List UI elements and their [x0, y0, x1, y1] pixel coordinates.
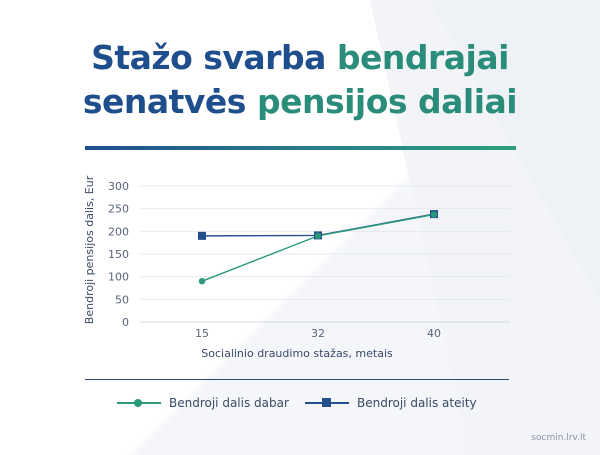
y-tick-label: 0	[122, 316, 129, 329]
chart-series	[198, 210, 438, 285]
series-line-now	[201, 213, 435, 282]
data-point-future	[198, 231, 206, 240]
footer-site: socmin.lrv.lt	[531, 433, 586, 443]
legend-item-future: Bendroji dalis ateity	[305, 393, 477, 413]
legend-divider	[85, 379, 509, 380]
x-tick-label: 15	[195, 327, 209, 340]
data-point-now	[314, 232, 322, 240]
x-tick-label: 40	[427, 327, 441, 340]
y-tick-label: 50	[115, 293, 129, 306]
legend-swatch-now	[117, 399, 161, 407]
square-marker-icon	[322, 398, 331, 407]
title-line-1: Stažo svarba bendrajai	[0, 36, 600, 80]
y-tick-label: 300	[108, 180, 129, 193]
y-tick-label: 150	[108, 248, 129, 261]
page-title: Stažo svarba bendrajai senatvės pensijos…	[0, 36, 600, 124]
legend-swatch-future	[305, 398, 349, 407]
chart-axes: 0 50 100 150 200 250 300 15 32 40	[108, 180, 441, 340]
x-axis-label: Socialinio draudimo stažas, metais	[201, 347, 393, 360]
title-line-1-blue: Stažo svarba	[91, 38, 337, 77]
title-line-2-blue: senatvės	[82, 82, 257, 121]
legend-label-future: Bendroji dalis ateity	[357, 396, 477, 410]
x-tick-label: 32	[311, 327, 325, 340]
y-tick-label: 250	[108, 203, 129, 216]
title-line-2-green: pensijos daliai	[256, 82, 518, 121]
title-divider	[85, 146, 516, 150]
title-line-2: senatvės pensijos daliai	[0, 80, 600, 124]
data-point-now	[430, 211, 438, 218]
chart-gridlines	[140, 185, 510, 323]
title-line-1-green: bendrajai	[336, 38, 510, 77]
line-chart: 0 50 100 150 200 250 300 15 32 40 Bendroji pensij…	[83, 175, 510, 360]
y-tick-label: 100	[108, 271, 129, 284]
y-tick-label: 200	[108, 225, 129, 238]
legend-label-now: Bendroji dalis dabar	[169, 396, 289, 410]
y-axis-label: Bendroji pensijos dalis, Eur	[83, 175, 96, 324]
data-point-now	[198, 278, 206, 285]
legend-item-now: Bendroji dalis dabar	[117, 393, 289, 413]
circle-marker-icon	[134, 399, 142, 407]
